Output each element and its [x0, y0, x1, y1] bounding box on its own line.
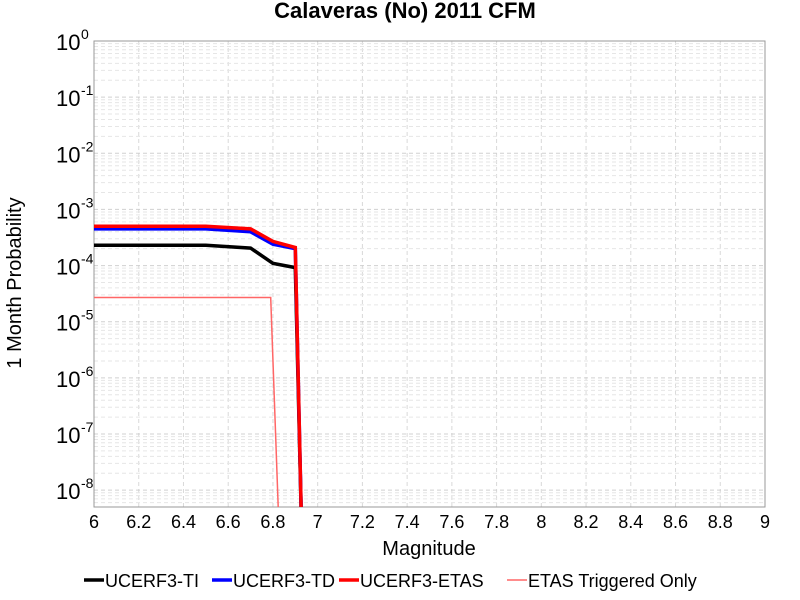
chart-title: Calaveras (No) 2011 CFM	[274, 0, 536, 23]
y-tick-label: 10 -6	[56, 363, 94, 392]
y-tick-label: 10 -5	[56, 307, 94, 336]
y-tick-base: 10	[56, 86, 80, 111]
legend-label: ETAS Triggered Only	[528, 571, 697, 591]
y-tick-exponent: -1	[81, 82, 94, 98]
y-tick-base: 10	[56, 423, 80, 448]
y-tick-label: 10 -4	[56, 251, 94, 280]
x-tick-label: 6.6	[216, 512, 241, 532]
y-tick-exponent: -3	[81, 194, 94, 210]
y-tick-exponent: -7	[81, 419, 94, 435]
legend-label: UCERF3-ETAS	[360, 571, 484, 591]
series-line-ucerf3-etas	[94, 224, 303, 507]
x-tick-label: 8	[536, 512, 546, 532]
y-tick-exponent: -4	[81, 251, 94, 267]
grid	[93, 40, 766, 507]
y-tick-exponent: -5	[81, 307, 94, 323]
series-line-etas-triggered-only	[94, 296, 279, 507]
x-tick-label: 6.8	[260, 512, 285, 532]
legend-item: UCERF3-ETAS	[339, 571, 484, 591]
x-tick-label: 8.8	[708, 512, 733, 532]
series-layer	[94, 224, 303, 507]
x-tick-label: 7.8	[484, 512, 509, 532]
y-tick-base: 10	[56, 255, 80, 280]
y-tick-base: 10	[56, 142, 80, 167]
legend-item: ETAS Triggered Only	[507, 571, 697, 591]
y-tick-base: 10	[56, 367, 80, 392]
x-tick-label: 8.4	[618, 512, 643, 532]
x-tick-label: 8.6	[663, 512, 688, 532]
y-tick-exponent: -2	[81, 138, 94, 154]
legend-item: UCERF3-TI	[84, 571, 199, 591]
y-tick-label: 10 -8	[56, 475, 94, 504]
x-tick-label: 6	[89, 512, 99, 532]
y-tick-exponent: 0	[81, 26, 89, 42]
plot-area	[93, 40, 766, 508]
series-line-ucerf3-ti	[94, 243, 303, 507]
y-tick-exponent: -8	[81, 475, 94, 491]
legend: UCERF3-TI UCERF3-TD UCERF3-ETAS ETAS Trigge…	[84, 571, 697, 591]
x-tick-label: 7	[313, 512, 323, 532]
y-tick-label: 10 -2	[56, 138, 94, 167]
y-tick-label: 10 0	[56, 26, 89, 55]
x-tick-label: 6.4	[171, 512, 196, 532]
x-tick-label: 6.2	[126, 512, 151, 532]
x-axis-label: Magnitude	[382, 538, 475, 560]
legend-label: UCERF3-TI	[105, 571, 199, 591]
legend-label: UCERF3-TD	[233, 571, 335, 591]
legend-item: UCERF3-TD	[212, 571, 335, 591]
x-tick-label: 7.6	[439, 512, 464, 532]
y-tick-base: 10	[56, 311, 80, 336]
x-tick-label: 8.2	[574, 512, 599, 532]
y-tick-base: 10	[56, 479, 80, 504]
x-tick-label: 7.2	[350, 512, 375, 532]
y-axis-label: 1 Month Probability	[4, 197, 26, 368]
y-tick-exponent: -6	[81, 363, 94, 379]
y-tick-label: 10 -3	[56, 194, 94, 223]
y-tick-label: 10 -7	[56, 419, 94, 448]
y-tick-base: 10	[56, 198, 80, 223]
x-axis-ticks: 6 6.2 6.4 6.6 6.8 7 7.2 7.4 7.6 7.8 8 8.2 8.4 8.6 8.8 9	[89, 512, 770, 532]
y-tick-label: 10 -1	[56, 82, 94, 111]
y-tick-base: 10	[56, 30, 80, 55]
x-tick-label: 9	[760, 512, 770, 532]
x-tick-label: 7.4	[395, 512, 420, 532]
